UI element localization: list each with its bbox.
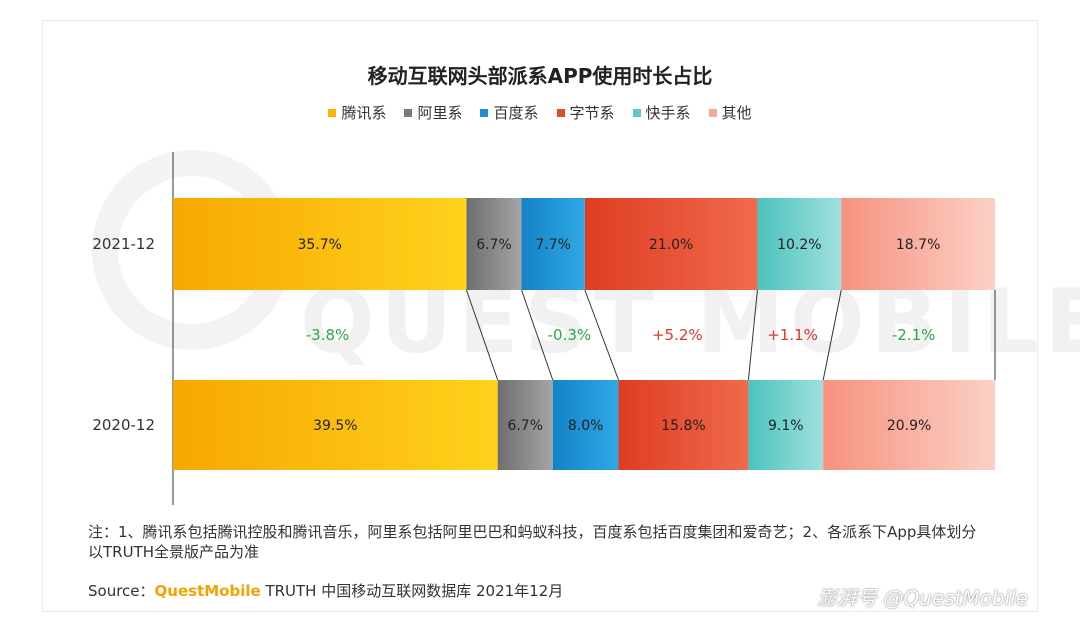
platform-watermark: 澎湃号 @QuestMobile xyxy=(817,586,1028,610)
bar-value-label: 15.8% xyxy=(661,418,705,434)
legend-swatch-icon xyxy=(328,108,337,117)
change-label: -2.1% xyxy=(892,326,936,344)
legend-swatch-icon xyxy=(480,108,489,117)
bar-value-label: 18.7% xyxy=(896,237,940,253)
change-label: +1.1% xyxy=(767,326,818,344)
bar-segment xyxy=(173,198,467,290)
legend-swatch-icon xyxy=(708,108,717,117)
chart-title: 移动互联网头部派系APP使用时长占比 xyxy=(367,64,713,88)
bar-segment xyxy=(173,380,498,470)
legend-label: 腾讯系 xyxy=(341,104,387,122)
legend-label: 其他 xyxy=(721,104,752,122)
bar-segment xyxy=(757,198,842,290)
source-rest: TRUTH 中国移动互联网数据库 2021年12月 xyxy=(260,582,564,600)
bar-segment xyxy=(466,198,522,290)
bar-value-label: 10.2% xyxy=(777,237,821,253)
bar-segment xyxy=(618,380,749,470)
legend-item: 其他 xyxy=(708,102,752,123)
category-tick-label: 2020-12 xyxy=(92,416,155,434)
legend-label: 快手系 xyxy=(645,104,691,122)
bar-value-label: 6.7% xyxy=(476,237,512,253)
legend-swatch-icon xyxy=(404,108,413,117)
connector-line xyxy=(465,289,499,381)
legend-label: 字节系 xyxy=(569,104,615,122)
bar-value-label: 9.1% xyxy=(768,418,804,434)
bar-segment xyxy=(497,380,553,470)
connector-line xyxy=(747,289,758,381)
category-tick-label: 2021-12 xyxy=(92,235,155,253)
legend-item: 腾讯系 xyxy=(328,102,386,123)
chart-legend: 腾讯系 阿里系 百度系 字节系 快手系 其他 xyxy=(0,102,1080,123)
legend-swatch-icon xyxy=(556,108,565,117)
connector-line xyxy=(521,289,554,381)
change-label: -0.3% xyxy=(548,326,592,344)
legend-item: 百度系 xyxy=(480,102,539,123)
legend-item: 字节系 xyxy=(556,102,615,123)
bar-value-label: 39.5% xyxy=(313,418,357,434)
bar-segment xyxy=(521,198,585,290)
connector-line xyxy=(584,289,619,381)
bar-segment xyxy=(552,380,619,470)
bar-value-label: 6.7% xyxy=(507,418,543,434)
legend-item: 阿里系 xyxy=(404,102,462,123)
legend-item: 快手系 xyxy=(632,102,691,123)
source-brand: QuestMobile xyxy=(154,582,261,600)
connector-line xyxy=(822,289,842,381)
legend-swatch-icon xyxy=(632,108,641,117)
legend-label: 百度系 xyxy=(493,104,539,122)
bar-segment xyxy=(823,380,995,470)
bar-segment xyxy=(584,198,758,290)
bar-segment xyxy=(748,380,824,470)
change-label: +5.2% xyxy=(652,326,703,344)
bar-value-label: 35.7% xyxy=(297,237,341,253)
bar-value-label: 20.9% xyxy=(887,418,931,434)
bar-value-label: 7.7% xyxy=(535,237,571,253)
footnote: 注：1、腾讯系包括腾讯控股和腾讯音乐，阿里系包括阿里巴巴和蚂蚁科技，百度系包括百… xyxy=(88,523,977,561)
bar-segment xyxy=(841,198,995,290)
bar-value-label: 8.0% xyxy=(568,418,604,434)
change-label: -3.8% xyxy=(306,326,350,344)
legend-label: 阿里系 xyxy=(417,104,463,122)
source-prefix: Source： xyxy=(88,582,155,600)
bar-value-label: 21.0% xyxy=(649,237,693,253)
source-line: Source：QuestMobile TRUTH 中国移动互联网数据库 2021… xyxy=(88,580,563,601)
